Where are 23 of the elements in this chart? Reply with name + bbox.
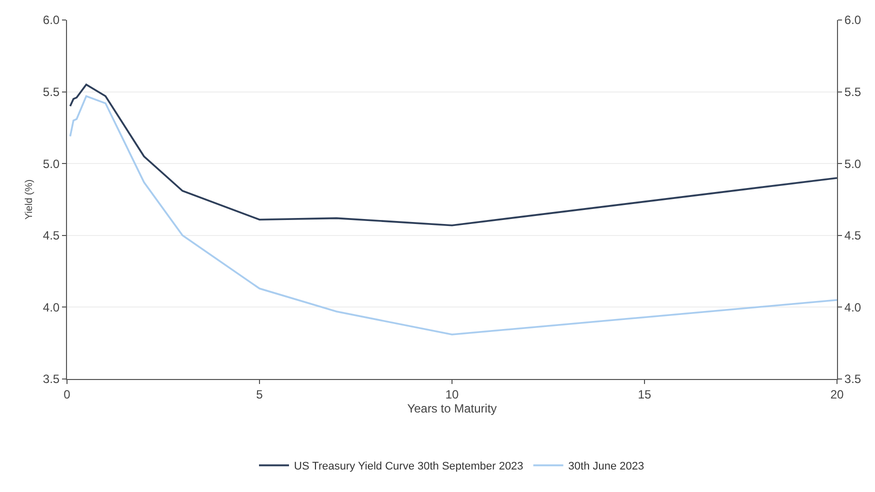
line-series bbox=[69, 95, 837, 336]
y-tick-label: 3.5 bbox=[42, 372, 60, 386]
y2-tick-label: 4.5 bbox=[844, 228, 862, 243]
legend-label: 30th June 2023 bbox=[568, 460, 644, 473]
y-tick-label: 4.5 bbox=[42, 228, 60, 243]
y-tick-label: 5.5 bbox=[42, 85, 60, 99]
legend-label: US Treasury Yield Curve 30th September 2023 bbox=[294, 460, 524, 473]
y-axis-title: Yield (%) bbox=[24, 179, 35, 220]
x-tick-label: 5 bbox=[256, 387, 264, 402]
x-tick-label: 15 bbox=[638, 387, 652, 402]
x-axis-title: Years to Maturity bbox=[407, 401, 497, 416]
y2-tick-label: 5.0 bbox=[844, 156, 862, 171]
line-series bbox=[69, 84, 837, 226]
y2-tick-label: 3.5 bbox=[844, 372, 862, 386]
y2-tick-label: 4.0 bbox=[844, 300, 862, 314]
y-tick-label: 6.0 bbox=[42, 13, 60, 28]
x-tick-label: 20 bbox=[830, 387, 844, 402]
y2-tick-label: 5.5 bbox=[844, 85, 862, 99]
x-tick-label: 0 bbox=[64, 387, 71, 402]
y2-tick-label: 6.0 bbox=[844, 13, 862, 28]
y-tick-label: 5.0 bbox=[42, 156, 60, 171]
y-tick-label: 4.0 bbox=[42, 300, 60, 314]
x-tick-label: 10 bbox=[445, 387, 459, 402]
